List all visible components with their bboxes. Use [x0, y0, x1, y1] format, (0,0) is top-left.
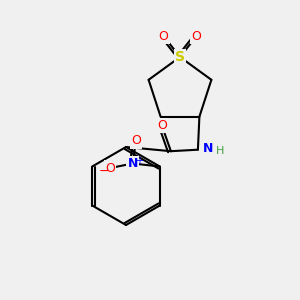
Text: N: N: [203, 142, 214, 155]
Text: −: −: [98, 164, 109, 178]
Text: N: N: [128, 157, 138, 170]
Text: H: H: [216, 146, 225, 156]
Text: +: +: [135, 156, 143, 166]
Text: O: O: [159, 29, 168, 43]
Text: S: S: [175, 50, 185, 64]
Text: O: O: [105, 161, 115, 175]
Text: O: O: [157, 119, 167, 132]
Text: O: O: [131, 134, 141, 148]
Text: O: O: [192, 29, 201, 43]
